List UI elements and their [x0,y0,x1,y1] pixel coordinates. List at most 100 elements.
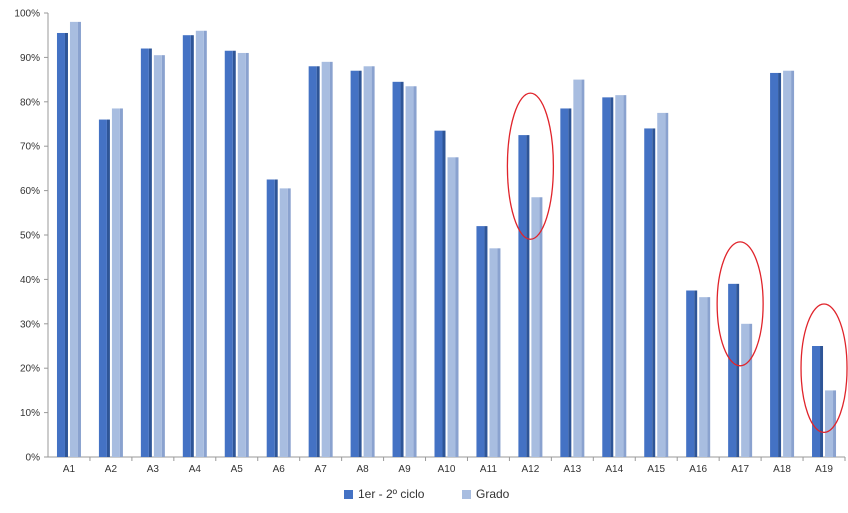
bar-group-a9 [392,81,417,457]
bar-group-a13 [560,79,585,458]
bar-shade [497,248,501,457]
y-tick-label: 0% [26,453,41,464]
bar-shade [526,135,530,457]
bar-ciclo-a11 [476,226,485,457]
bar-shade [232,50,236,458]
x-tick-label: A10 [438,464,456,475]
bar-grado-a11 [489,248,498,457]
bar-grado-a1 [69,21,78,457]
x-tick-label: A18 [773,464,791,475]
x-tick-label: A6 [273,464,286,475]
bar-ciclo-a2 [98,119,107,457]
bar-grado-a10 [447,157,456,458]
bar-shade [791,70,795,457]
bar-grado-a15 [657,112,666,458]
bar-shade [64,32,68,457]
x-tick-label: A16 [689,464,707,475]
bar-shade [652,128,656,457]
legend-swatch-ciclo [344,490,353,499]
x-tick-label: A7 [315,464,328,475]
bar-shade [736,283,740,457]
bar-group-a2 [98,108,123,458]
legend-label-ciclo: 1er - 2º ciclo [358,487,425,501]
bar-grado-a14 [615,95,624,457]
bar-group-a1 [56,21,81,457]
bar-ciclo-a9 [392,81,401,457]
x-tick-label: A9 [398,464,411,475]
bars-group [56,21,837,458]
bar-grado-a5 [237,52,246,458]
bar-group-a15 [644,112,669,458]
bar-group-a4 [182,30,207,457]
y-tick-label: 30% [20,319,40,330]
x-tick-label: A15 [647,464,665,475]
bar-grado-a17 [741,323,750,457]
bar-shade [161,55,165,458]
y-tick-label: 20% [20,364,40,375]
bar-grado-a4 [195,30,204,457]
bar-grado-a8 [363,66,372,457]
highlight-ellipses [506,92,848,434]
bar-grado-a13 [573,79,582,457]
y-axis: 0% 10% 20% 30% 40% 50% 60% 70% 80% 90% 100% [14,9,48,464]
bar-group-a11 [476,226,501,457]
x-tick-label: A4 [189,464,202,475]
bar-group-a7 [308,61,333,458]
x-tick-label: A17 [731,464,749,475]
bar-ciclo-a15 [644,128,653,457]
bar-shade [274,179,278,457]
x-tick-label: A12 [521,464,539,475]
bar-shade [455,157,459,458]
bar-shade [203,30,207,457]
bar-shade [316,66,320,457]
bar-ciclo-a8 [350,70,359,457]
bar-shade [400,81,404,457]
x-tick-label: A14 [605,464,623,475]
bar-grado-a6 [279,188,288,457]
x-tick-label: A11 [480,464,497,475]
bar-grado-a3 [153,55,162,458]
bar-shade [106,119,110,457]
bar-ciclo-a7 [308,66,317,457]
bar-ciclo-a10 [434,130,443,457]
bar-shade [694,290,698,457]
bar-shade [665,112,669,458]
bar-group-a3 [140,48,165,458]
bar-group-a16 [686,290,711,457]
bar-ciclo-a13 [560,108,569,458]
bar-shade [119,108,123,458]
y-tick-label: 100% [14,9,40,20]
bar-group-a10 [434,130,459,458]
bar-grado-a7 [321,61,330,458]
bar-shade [707,297,711,457]
bar-ciclo-a17 [728,283,737,457]
bar-group-a19 [812,346,837,457]
bar-shade [190,35,194,457]
bar-grado-a19 [825,390,834,457]
x-tick-label: A13 [563,464,581,475]
bar-shade [371,66,375,457]
bar-grado-a18 [783,70,792,457]
legend-swatch-grado [462,490,471,499]
x-tick-label: A2 [105,464,118,475]
bar-shade [833,390,837,457]
bar-ciclo-a4 [182,35,191,457]
legend: 1er - 2º ciclo Grado [344,487,510,501]
bar-shade [287,188,291,457]
bar-shade [623,95,627,457]
bar-grado-a2 [111,108,120,458]
bar-shade [749,323,753,457]
bar-shade [358,70,362,457]
plot-frame [47,13,845,458]
bar-group-a5 [224,50,249,458]
bar-ciclo-a1 [56,32,65,457]
bar-ciclo-a18 [770,72,779,457]
bar-shade [820,346,824,457]
bar-group-a6 [266,179,291,457]
bar-ciclo-a3 [140,48,149,458]
x-axis: A1 A2 A3 A4 A5 A6 A7 A8 A9 A10 A11 A12 A13 A14 A15 A16 A… [63,457,846,475]
bar-grado-a9 [405,86,414,457]
bar-grado-a12 [531,197,540,457]
bar-shade [539,197,543,457]
